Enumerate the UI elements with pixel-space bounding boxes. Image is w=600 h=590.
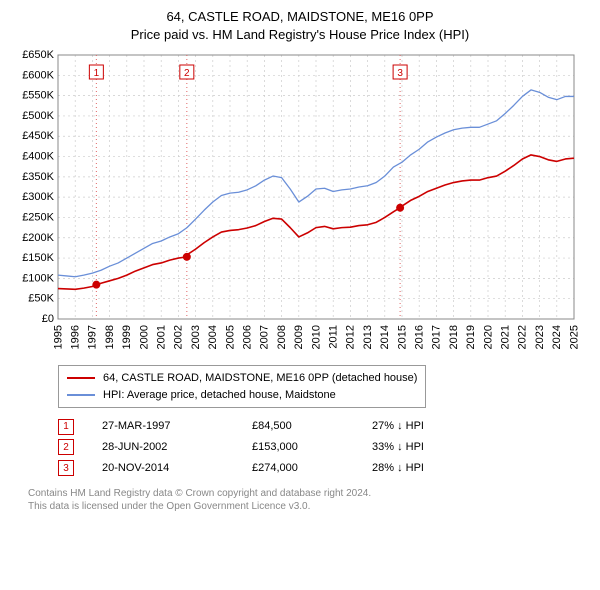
svg-text:3: 3 bbox=[397, 68, 403, 79]
svg-text:2017: 2017 bbox=[431, 325, 443, 349]
footer: Contains HM Land Registry data © Crown c… bbox=[28, 487, 586, 514]
legend-label: 64, CASTLE ROAD, MAIDSTONE, ME16 0PP (de… bbox=[103, 370, 417, 387]
svg-text:2005: 2005 bbox=[224, 325, 236, 349]
svg-text:2025: 2025 bbox=[568, 325, 580, 349]
svg-text:£0: £0 bbox=[42, 313, 54, 325]
svg-text:2015: 2015 bbox=[396, 325, 408, 349]
svg-text:2001: 2001 bbox=[155, 325, 167, 349]
svg-text:2018: 2018 bbox=[448, 325, 460, 349]
marker-number-box: 3 bbox=[58, 460, 74, 476]
svg-text:2009: 2009 bbox=[293, 325, 305, 349]
svg-text:2011: 2011 bbox=[328, 325, 340, 349]
marker-date: 27-MAR-1997 bbox=[102, 416, 252, 437]
chart-container: 64, CASTLE ROAD, MAIDSTONE, ME16 0PP Pri… bbox=[0, 0, 600, 590]
svg-text:2: 2 bbox=[184, 68, 190, 79]
plot-area: £0 £50K £100K £150K £200K £250K £300K £350K £400… bbox=[14, 49, 586, 359]
footer-line2: This data is licensed under the Open Gov… bbox=[28, 500, 586, 514]
svg-text:£300K: £300K bbox=[22, 191, 54, 203]
marker-row: 2 28-JUN-2002£153,00033% ↓ HPI bbox=[58, 437, 586, 458]
svg-text:£350K: £350K bbox=[22, 171, 54, 183]
marker-date: 28-JUN-2002 bbox=[102, 437, 252, 458]
svg-text:£250K: £250K bbox=[22, 212, 54, 224]
svg-text:£200K: £200K bbox=[22, 232, 54, 244]
svg-text:2021: 2021 bbox=[500, 325, 512, 349]
chart-title-line1: 64, CASTLE ROAD, MAIDSTONE, ME16 0PP bbox=[14, 8, 586, 26]
svg-text:1998: 1998 bbox=[104, 325, 116, 349]
svg-text:1996: 1996 bbox=[69, 325, 81, 349]
svg-text:2012: 2012 bbox=[345, 325, 357, 349]
svg-text:2023: 2023 bbox=[534, 325, 546, 349]
svg-text:£50K: £50K bbox=[28, 293, 54, 305]
svg-text:2013: 2013 bbox=[362, 325, 374, 349]
marker-price: £274,000 bbox=[252, 458, 372, 479]
plot-svg: £0 £50K £100K £150K £200K £250K £300K £350K £400… bbox=[14, 49, 586, 359]
svg-text:2004: 2004 bbox=[207, 325, 219, 349]
svg-text:£500K: £500K bbox=[22, 110, 54, 122]
svg-text:2000: 2000 bbox=[138, 325, 150, 349]
footer-line1: Contains HM Land Registry data © Crown c… bbox=[28, 487, 586, 501]
svg-text:£600K: £600K bbox=[22, 69, 54, 81]
svg-text:2024: 2024 bbox=[551, 325, 563, 349]
marker-row: 3 20-NOV-2014£274,00028% ↓ HPI bbox=[58, 458, 586, 479]
legend-row: HPI: Average price, detached house, Maid… bbox=[67, 387, 417, 404]
svg-text:2014: 2014 bbox=[379, 325, 391, 349]
marker-date: 20-NOV-2014 bbox=[102, 458, 252, 479]
legend-row: 64, CASTLE ROAD, MAIDSTONE, ME16 0PP (de… bbox=[67, 370, 417, 387]
marker-price: £153,000 bbox=[252, 437, 372, 458]
marker-number-box: 1 bbox=[58, 419, 74, 435]
svg-text:2006: 2006 bbox=[241, 325, 253, 349]
svg-text:2022: 2022 bbox=[517, 325, 529, 349]
svg-text:2010: 2010 bbox=[310, 325, 322, 349]
marker-price: £84,500 bbox=[252, 416, 372, 437]
svg-text:2002: 2002 bbox=[173, 325, 185, 349]
marker-number-box: 2 bbox=[58, 439, 74, 455]
marker-row: 1 27-MAR-1997£84,50027% ↓ HPI bbox=[58, 416, 586, 437]
svg-text:£400K: £400K bbox=[22, 151, 54, 163]
svg-text:1999: 1999 bbox=[121, 325, 133, 349]
svg-text:2007: 2007 bbox=[259, 325, 271, 349]
marker-diff: 33% ↓ HPI bbox=[372, 437, 424, 458]
svg-text:1: 1 bbox=[94, 68, 100, 79]
sale-markers-table: 1 27-MAR-1997£84,50027% ↓ HPI 2 28-JUN-2002… bbox=[58, 416, 586, 479]
svg-text:£550K: £550K bbox=[22, 90, 54, 102]
svg-text:2008: 2008 bbox=[276, 325, 288, 349]
marker-diff: 28% ↓ HPI bbox=[372, 458, 424, 479]
legend-label: HPI: Average price, detached house, Maid… bbox=[103, 387, 336, 404]
marker-diff: 27% ↓ HPI bbox=[372, 416, 424, 437]
svg-text:£450K: £450K bbox=[22, 130, 54, 142]
svg-text:£150K: £150K bbox=[22, 252, 54, 264]
svg-text:1995: 1995 bbox=[52, 325, 64, 349]
legend-swatch bbox=[67, 394, 95, 396]
chart-title-line2: Price paid vs. HM Land Registry's House … bbox=[14, 26, 586, 44]
svg-text:2019: 2019 bbox=[465, 325, 477, 349]
svg-text:2020: 2020 bbox=[482, 325, 494, 349]
svg-text:£100K: £100K bbox=[22, 272, 54, 284]
svg-text:2003: 2003 bbox=[190, 325, 202, 349]
svg-text:1997: 1997 bbox=[87, 325, 99, 349]
legend: 64, CASTLE ROAD, MAIDSTONE, ME16 0PP (de… bbox=[58, 365, 426, 408]
svg-text:2016: 2016 bbox=[414, 325, 426, 349]
legend-swatch bbox=[67, 377, 95, 379]
svg-text:£650K: £650K bbox=[22, 49, 54, 61]
